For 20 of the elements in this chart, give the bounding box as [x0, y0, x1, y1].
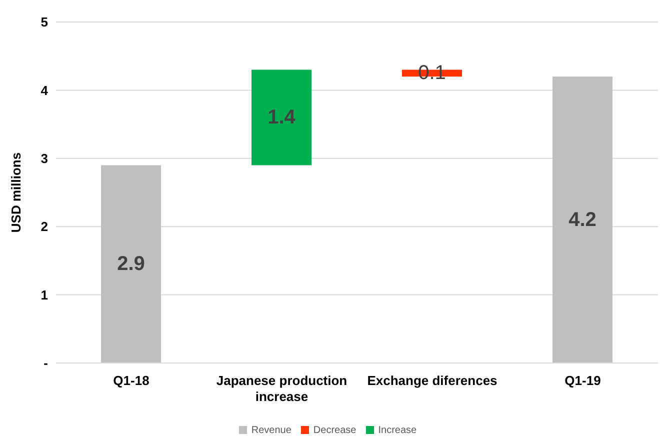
legend-label: Decrease — [313, 425, 356, 436]
data-label: 2.9 — [117, 253, 145, 276]
y-tick-label: 2 — [40, 219, 48, 234]
x-tick-label: Q1-18 — [113, 373, 150, 388]
bar — [552, 76, 612, 363]
bar — [101, 165, 161, 363]
x-tick-label: Japanese production increase — [216, 373, 348, 404]
y-axis-title: USD millions — [8, 152, 24, 233]
data-label: 1.4 — [268, 106, 296, 128]
y-tick-label: - — [44, 356, 48, 371]
x-tick-label: Exchange diferences — [367, 373, 498, 388]
bar — [252, 70, 312, 166]
y-tick-label: 1 — [40, 287, 48, 302]
y-tick-label: 5 — [40, 14, 48, 30]
legend-label: Increase — [378, 425, 417, 436]
y-tick-label: 4 — [40, 82, 49, 98]
legend-label: Revenue — [251, 425, 292, 436]
x-tick-label: Q1-19 — [564, 373, 601, 388]
y-tick-label: 3 — [40, 151, 48, 166]
data-label: 4.2 — [568, 208, 596, 231]
